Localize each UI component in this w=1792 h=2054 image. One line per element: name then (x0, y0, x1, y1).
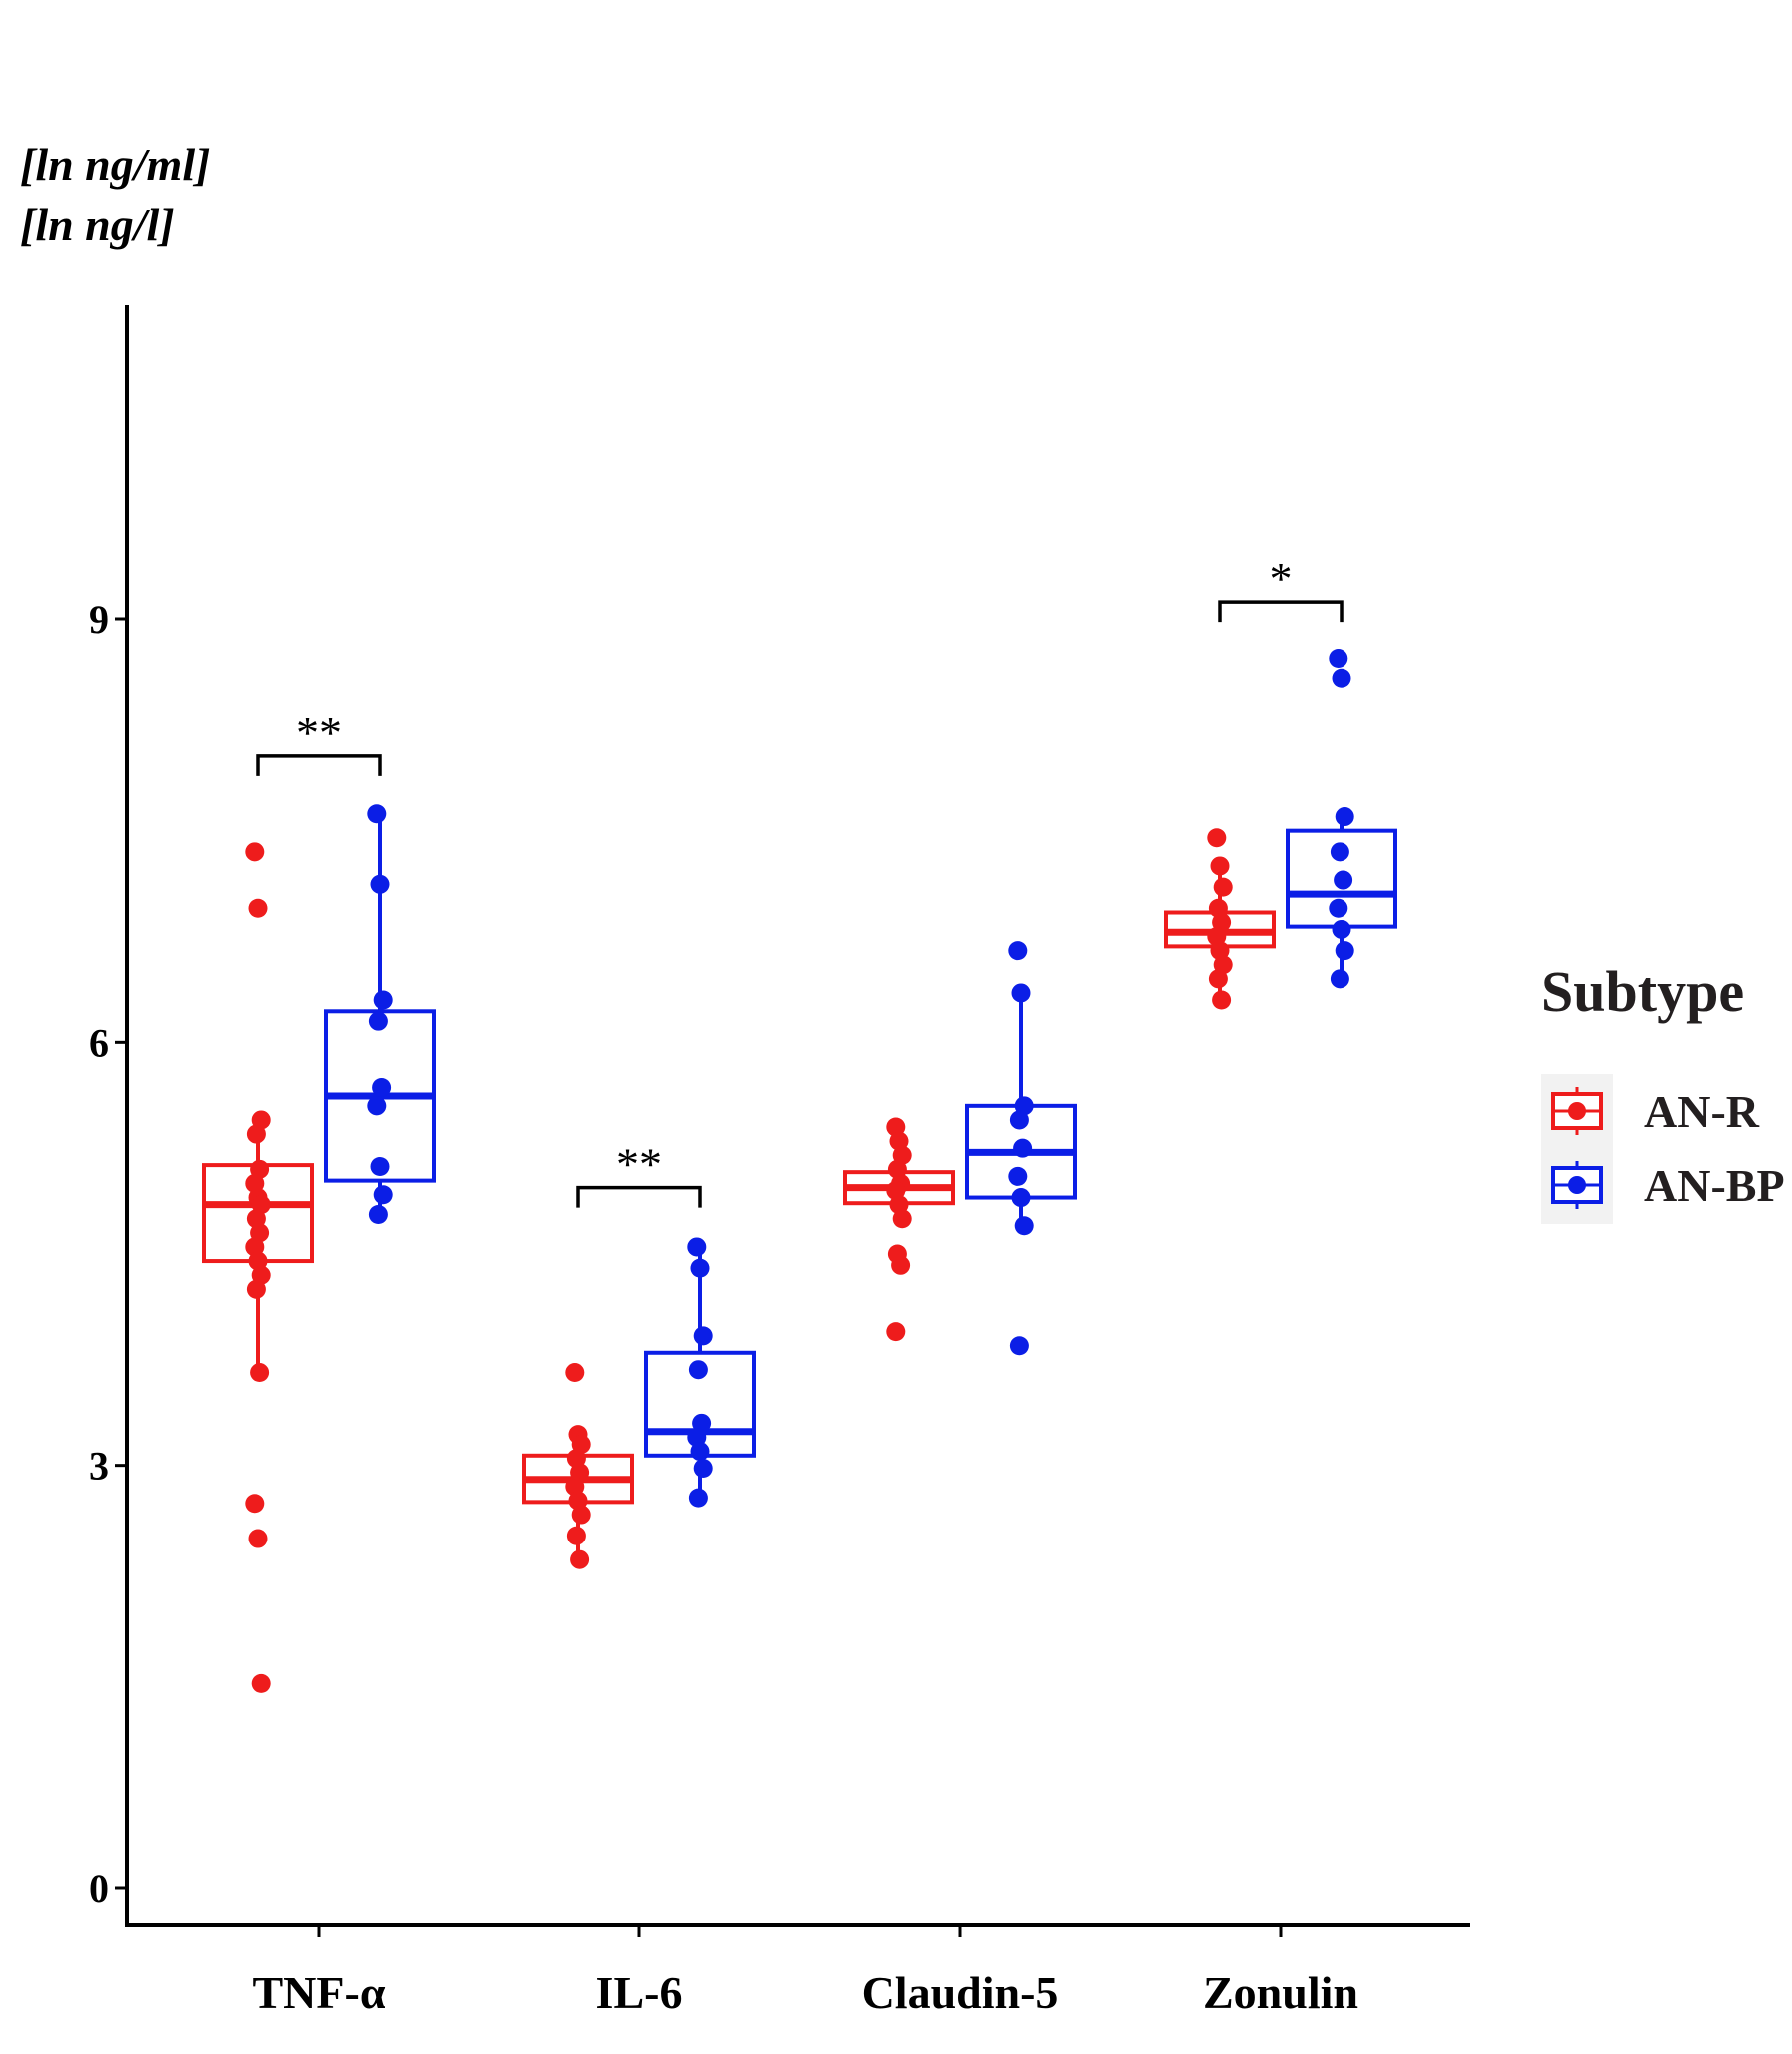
x-tick-label: Zonulin (1203, 1967, 1358, 2018)
data-point (245, 842, 265, 862)
data-point (370, 874, 390, 894)
data-point (1008, 941, 1028, 961)
data-point (370, 1157, 390, 1177)
data-point (688, 1488, 708, 1508)
data-point (892, 1209, 912, 1229)
data-point (688, 1360, 708, 1380)
data-point (1208, 969, 1228, 989)
data-point (367, 1096, 387, 1116)
significance-annotation: * (1218, 553, 1344, 623)
data-point (1011, 983, 1031, 1003)
y-axis-label-1: [ln ng/ml] (20, 139, 210, 190)
data-point (693, 1326, 713, 1346)
data-point (687, 1237, 707, 1257)
data-point (373, 990, 393, 1010)
data-point (566, 1526, 586, 1545)
box-group (202, 842, 314, 1693)
y-tick-label: 6 (89, 1020, 109, 1065)
y-axis-title: [ln ng/ml] [ln ng/l] (20, 139, 210, 250)
x-tick-label: IL-6 (596, 1967, 683, 2018)
data-point (1014, 1216, 1034, 1236)
significance-annotation: ** (256, 707, 382, 776)
box-group (843, 1117, 955, 1342)
data-point (250, 1363, 270, 1383)
legend-key-point (1568, 1102, 1586, 1120)
data-point (1207, 828, 1227, 848)
data-point (1011, 1188, 1031, 1208)
data-point (1009, 1110, 1029, 1130)
data-point (368, 1204, 388, 1224)
y-tick-label: 0 (89, 1866, 109, 1911)
data-point (1013, 1138, 1033, 1158)
significance-stars: ** (296, 707, 342, 758)
significance-annotation: ** (576, 1139, 702, 1208)
data-point (693, 1458, 713, 1478)
y-tick-label: 9 (89, 597, 109, 642)
data-point (248, 1529, 268, 1548)
legend-title: Subtype (1541, 959, 1744, 1024)
box-group (324, 804, 436, 1224)
data-point (1335, 807, 1354, 827)
box-group (522, 1363, 634, 1569)
box-group (965, 941, 1077, 1356)
data-point (1332, 919, 1351, 939)
data-point (570, 1549, 590, 1569)
significance-stars: ** (616, 1139, 662, 1190)
significance-bracket (576, 1185, 702, 1208)
data-point (372, 1077, 392, 1097)
significance-stars: * (1270, 553, 1293, 604)
data-point (248, 898, 268, 918)
legend-key-point (1568, 1176, 1586, 1194)
data-point (1210, 856, 1230, 876)
data-point (1213, 877, 1233, 897)
box-group (644, 1237, 756, 1508)
legend-label: AN-BP (1644, 1160, 1785, 1211)
data-point (1335, 941, 1354, 961)
data-point (1330, 969, 1349, 989)
y-axis-label-2: [ln ng/l] (20, 199, 175, 250)
x-tick-label: Claudin-5 (862, 1967, 1059, 2018)
y-tick-label: 3 (89, 1444, 109, 1489)
data-point (1329, 649, 1348, 669)
significance-bracket (1218, 600, 1344, 623)
x-tick-label: TNF-α (253, 1967, 386, 2018)
data-point (690, 1258, 710, 1278)
box-group (1286, 649, 1397, 989)
data-point (1212, 990, 1232, 1010)
data-point (368, 1011, 388, 1031)
data-point (886, 1322, 906, 1342)
data-point (246, 1279, 266, 1299)
data-point (891, 1255, 911, 1275)
data-point (1332, 668, 1351, 688)
legend: Subtype AN-R AN-BP (1541, 959, 1785, 1224)
data-point (245, 1494, 265, 1514)
data-point (367, 804, 387, 824)
data-point (565, 1363, 585, 1383)
data-point (1009, 1336, 1029, 1356)
data-point (251, 1673, 271, 1693)
data-point (1008, 1166, 1028, 1186)
data-point (1330, 842, 1349, 862)
data-point (571, 1505, 591, 1525)
data-point (690, 1442, 710, 1462)
data-point (373, 1185, 393, 1205)
significance-bracket (256, 754, 382, 776)
legend-entry: AN-R (1551, 1086, 1760, 1137)
data-point (1334, 870, 1353, 890)
legend-entry: AN-BP (1551, 1160, 1785, 1211)
legend-label: AN-R (1644, 1086, 1760, 1137)
data-point (1329, 898, 1348, 918)
box-group (1164, 828, 1276, 1010)
data-point (246, 1124, 266, 1144)
